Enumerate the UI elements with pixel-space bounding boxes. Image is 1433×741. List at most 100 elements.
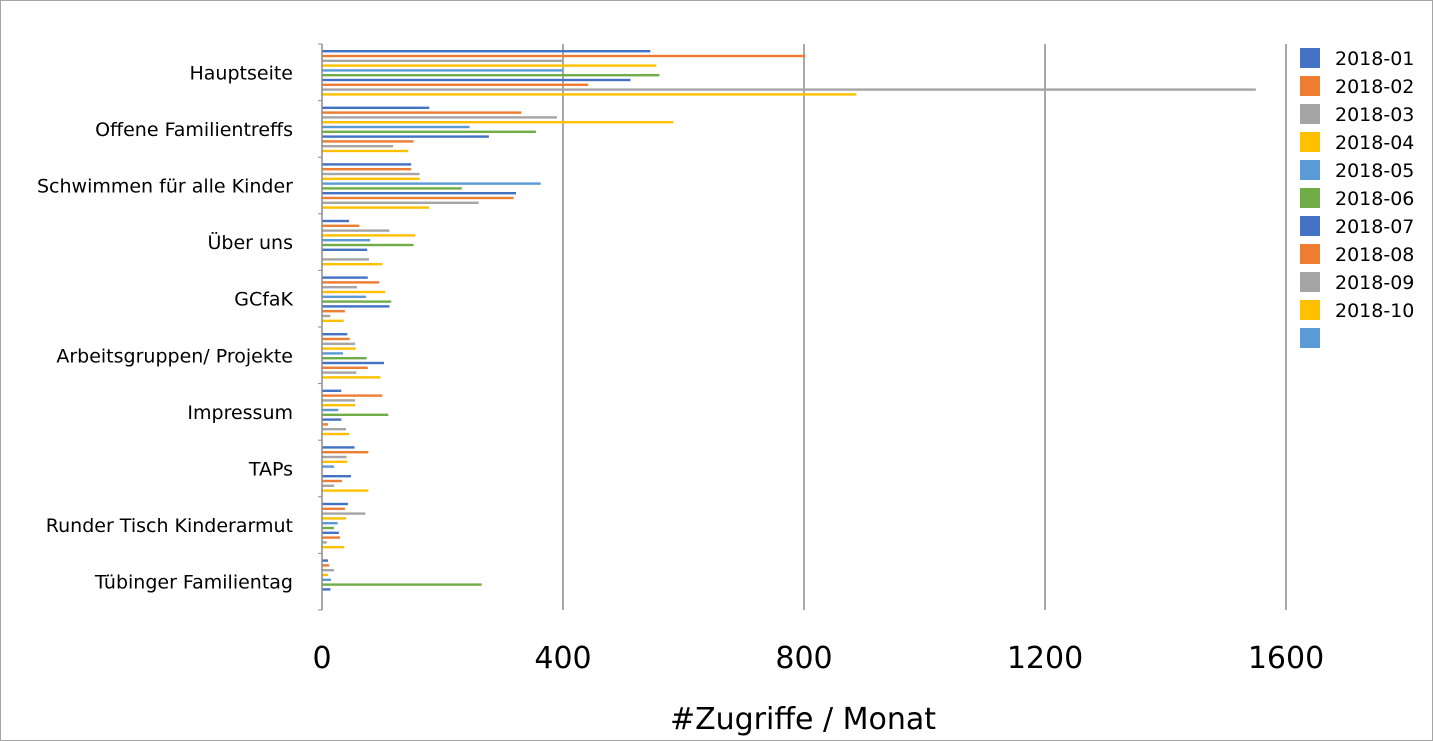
- bar: [322, 64, 657, 67]
- bar: [322, 526, 335, 530]
- bar: [322, 239, 371, 242]
- bar: [322, 201, 479, 204]
- legend-label: 2018-01: [1335, 48, 1414, 70]
- bar: [322, 149, 409, 153]
- bar: [322, 536, 341, 539]
- bar: [322, 243, 414, 247]
- bar: [322, 263, 383, 266]
- legend-swatch: [1300, 160, 1320, 180]
- category-label: Tübinger Familientag: [94, 572, 293, 594]
- x-tick-label: 400: [534, 641, 591, 676]
- bar: [322, 163, 412, 166]
- bar: [322, 418, 342, 421]
- bar: [322, 88, 1256, 91]
- bar: [322, 531, 339, 534]
- bar: [322, 59, 563, 62]
- legend: 2018-01 2018-02 2018-03 2018-04 2018-05 2018-…: [1300, 48, 1414, 348]
- bar: [322, 507, 345, 510]
- bar: [322, 192, 517, 195]
- bar: [322, 229, 390, 232]
- x-tick-label: 1600: [1248, 641, 1324, 676]
- bar: [322, 281, 380, 284]
- bar: [322, 248, 368, 251]
- bar: [322, 295, 366, 298]
- bar: [322, 182, 541, 185]
- bar: [322, 559, 329, 562]
- legend-swatch: [1300, 104, 1320, 124]
- bar: [322, 465, 335, 468]
- bar: [322, 569, 335, 572]
- bar: [322, 300, 392, 303]
- legend-swatch: [1300, 188, 1320, 208]
- bar: [322, 305, 390, 308]
- bar: [322, 125, 470, 129]
- legend-label: 2018-06: [1335, 188, 1414, 210]
- category-label: Hauptseite: [190, 62, 294, 84]
- bar: [322, 564, 330, 567]
- bar: [322, 512, 366, 515]
- bar: [322, 333, 348, 336]
- bar: [322, 290, 386, 294]
- category-label: Schwimmen für alle Kinder: [37, 176, 293, 198]
- axes: [318, 43, 323, 611]
- legend-swatch: [1300, 76, 1320, 96]
- bar: [322, 455, 347, 459]
- bar: [322, 111, 522, 114]
- bar: [322, 389, 342, 392]
- bars: [322, 50, 1256, 591]
- bar: [322, 93, 857, 96]
- bar: [322, 451, 369, 454]
- bar: [322, 234, 416, 237]
- category-label: Arbeitsgruppen/ Projekte: [56, 345, 293, 367]
- labels: 0 400 800 1200 1600 Hauptseite Offene Familien…: [37, 62, 1324, 676]
- bar: [322, 54, 806, 58]
- bar: [322, 404, 356, 407]
- bar: [322, 588, 331, 591]
- category-label: Runder Tisch Kinderarmut: [46, 515, 293, 537]
- legend-label: 2018-10: [1335, 300, 1414, 322]
- bar: [322, 258, 369, 261]
- legend-swatch: [1300, 48, 1320, 68]
- bar: [322, 224, 360, 227]
- bar: [322, 187, 462, 190]
- bar: [322, 573, 329, 577]
- bar: [322, 121, 674, 124]
- bar: [322, 428, 347, 431]
- bar: [322, 371, 357, 374]
- bar: [322, 145, 394, 148]
- bar: [322, 517, 347, 520]
- bar: [322, 522, 338, 525]
- bar: [322, 408, 339, 412]
- legend-swatch: [1300, 216, 1320, 236]
- bar: [322, 69, 563, 72]
- bar: [322, 219, 350, 223]
- bar: [322, 342, 356, 345]
- bar: [322, 50, 651, 53]
- bar: [322, 502, 348, 506]
- bar: [322, 168, 412, 171]
- category-label: Über uns: [208, 231, 294, 254]
- x-tick-label: 800: [775, 641, 832, 676]
- category-label: Offene Familientreffs: [95, 119, 293, 141]
- legend-label: 2018-05: [1335, 160, 1414, 182]
- gridlines: [562, 44, 1287, 610]
- bar: [322, 484, 335, 487]
- bar: [322, 376, 381, 379]
- bar: [322, 314, 331, 318]
- bar: [322, 206, 430, 209]
- bar: [322, 432, 350, 436]
- bar: [322, 337, 350, 341]
- bar: [322, 116, 557, 119]
- bar: [322, 276, 368, 279]
- bar: [322, 352, 344, 355]
- bar: [322, 106, 430, 109]
- bar: [322, 319, 344, 322]
- bar: [322, 394, 383, 397]
- bar: [322, 196, 514, 200]
- category-label: GCfaK: [234, 289, 293, 311]
- bar: [322, 489, 369, 492]
- bar: [322, 479, 342, 483]
- bar: [322, 578, 332, 581]
